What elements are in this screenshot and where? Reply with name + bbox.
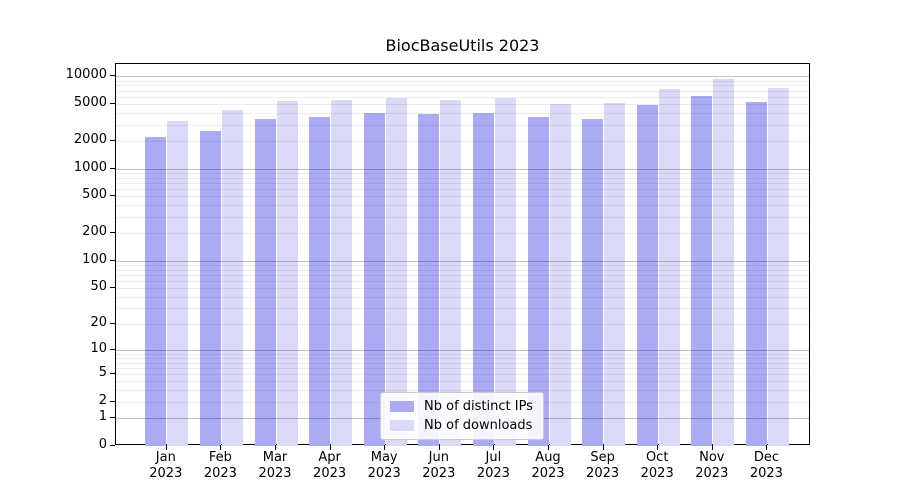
bar-dec-distinct-ips	[745, 101, 767, 446]
y-tick-label: 20	[90, 314, 107, 330]
x-tick-mark	[493, 445, 495, 450]
bar-jan-distinct-ips	[145, 136, 167, 446]
bar-may-downloads	[385, 98, 407, 446]
y-tick-label: 50	[90, 279, 107, 295]
x-tick-label-feb: Feb 2023	[203, 450, 237, 481]
legend-swatch-downloads-icon	[390, 420, 414, 431]
bar-nov-distinct-ips	[691, 96, 713, 446]
legend-item-downloads: Nb of downloads	[390, 418, 533, 433]
bar-mar-distinct-ips	[254, 118, 276, 446]
bar-apr-distinct-ips	[309, 116, 331, 446]
bar-aug-downloads	[549, 104, 571, 446]
bar-feb-downloads	[221, 110, 243, 446]
x-tick-label-nov: Nov 2023	[695, 450, 729, 481]
x-tick-label-jun: Jun 2023	[422, 450, 456, 481]
x-tick-mark	[602, 445, 604, 450]
x-tick-mark	[438, 445, 440, 450]
bar-apr-downloads	[331, 99, 353, 446]
x-tick-label-jan: Jan 2023	[149, 450, 183, 481]
y-tick-mark	[110, 348, 115, 350]
bar-jun-downloads	[440, 100, 462, 446]
y-tick-label: 10000	[65, 67, 107, 83]
y-tick-mark	[110, 259, 115, 261]
legend-item-distinct-ips: Nb of distinct IPs	[390, 399, 533, 414]
bar-may-distinct-ips	[363, 113, 385, 446]
x-tick-mark	[657, 445, 659, 450]
x-tick-mark	[275, 445, 276, 450]
y-tick-mark	[110, 322, 115, 324]
legend-label-downloads: Nb of downloads	[424, 418, 533, 433]
bar-dec-downloads	[767, 88, 789, 446]
y-tick-mark	[110, 75, 115, 77]
bar-jul-distinct-ips	[472, 112, 494, 446]
y-tick-mark	[110, 139, 115, 141]
y-tick-label: 1000	[73, 159, 107, 175]
bar-sep-distinct-ips	[582, 118, 604, 446]
legend-label-distinct-ips: Nb of distinct IPs	[424, 399, 533, 414]
x-tick-mark	[766, 445, 768, 450]
chart-title: BiocBaseUtils 2023	[385, 36, 540, 55]
y-tick-label: 500	[82, 187, 107, 203]
x-tick-mark	[220, 445, 222, 450]
bar-feb-distinct-ips	[199, 131, 221, 446]
x-tick-mark	[548, 445, 549, 450]
plot-area: Nb of distinct IPs Nb of downloads	[115, 63, 810, 446]
y-tick-label: 5	[98, 365, 107, 381]
y-tick-label: 0	[98, 437, 107, 452]
bar-aug-distinct-ips	[527, 117, 549, 446]
y-tick-label: 10	[90, 340, 107, 356]
bar-nov-downloads	[713, 79, 735, 446]
bars-layer	[116, 64, 809, 446]
y-tick-mark	[110, 417, 115, 419]
legend: Nb of distinct IPs Nb of downloads	[380, 392, 544, 440]
y-tick-label: 100	[82, 251, 107, 267]
x-tick-label-mar: Mar 2023	[258, 450, 292, 481]
bar-jul-downloads	[494, 97, 516, 446]
bar-oct-distinct-ips	[636, 104, 658, 446]
x-tick-label-dec: Dec 2023	[749, 450, 783, 481]
x-tick-mark	[165, 445, 167, 450]
bar-jun-distinct-ips	[418, 114, 440, 446]
x-tick-label-jul: Jul 2023	[476, 450, 510, 481]
x-tick-label-apr: Apr 2023	[313, 450, 347, 481]
y-tick-label: 5000	[73, 95, 107, 111]
y-tick-mark	[110, 195, 115, 197]
y-tick-label: 200	[82, 224, 107, 240]
y-tick-label: 2000	[73, 131, 107, 147]
x-tick-mark	[384, 445, 386, 450]
x-tick-label-aug: Aug 2023	[531, 450, 565, 481]
y-tick-mark	[110, 287, 115, 289]
legend-swatch-distinct-ips-icon	[390, 401, 414, 412]
x-tick-label-sep: Sep 2023	[586, 450, 620, 481]
bar-sep-downloads	[604, 103, 626, 446]
y-tick-mark	[110, 232, 115, 234]
y-tick-mark	[110, 167, 115, 169]
y-tick-mark	[110, 373, 115, 375]
y-tick-mark	[110, 103, 115, 105]
bar-oct-downloads	[658, 88, 680, 446]
y-tick-label: 1	[98, 409, 107, 425]
x-tick-mark	[329, 445, 331, 450]
x-tick-label-may: May 2023	[367, 450, 401, 481]
y-tick-mark	[110, 445, 115, 446]
x-tick-label-oct: Oct 2023	[640, 450, 674, 481]
bar-mar-downloads	[276, 101, 298, 446]
y-tick-mark	[110, 400, 115, 402]
x-tick-mark	[711, 445, 713, 450]
y-tick-label: 2	[98, 392, 107, 408]
bar-jan-downloads	[167, 121, 189, 446]
